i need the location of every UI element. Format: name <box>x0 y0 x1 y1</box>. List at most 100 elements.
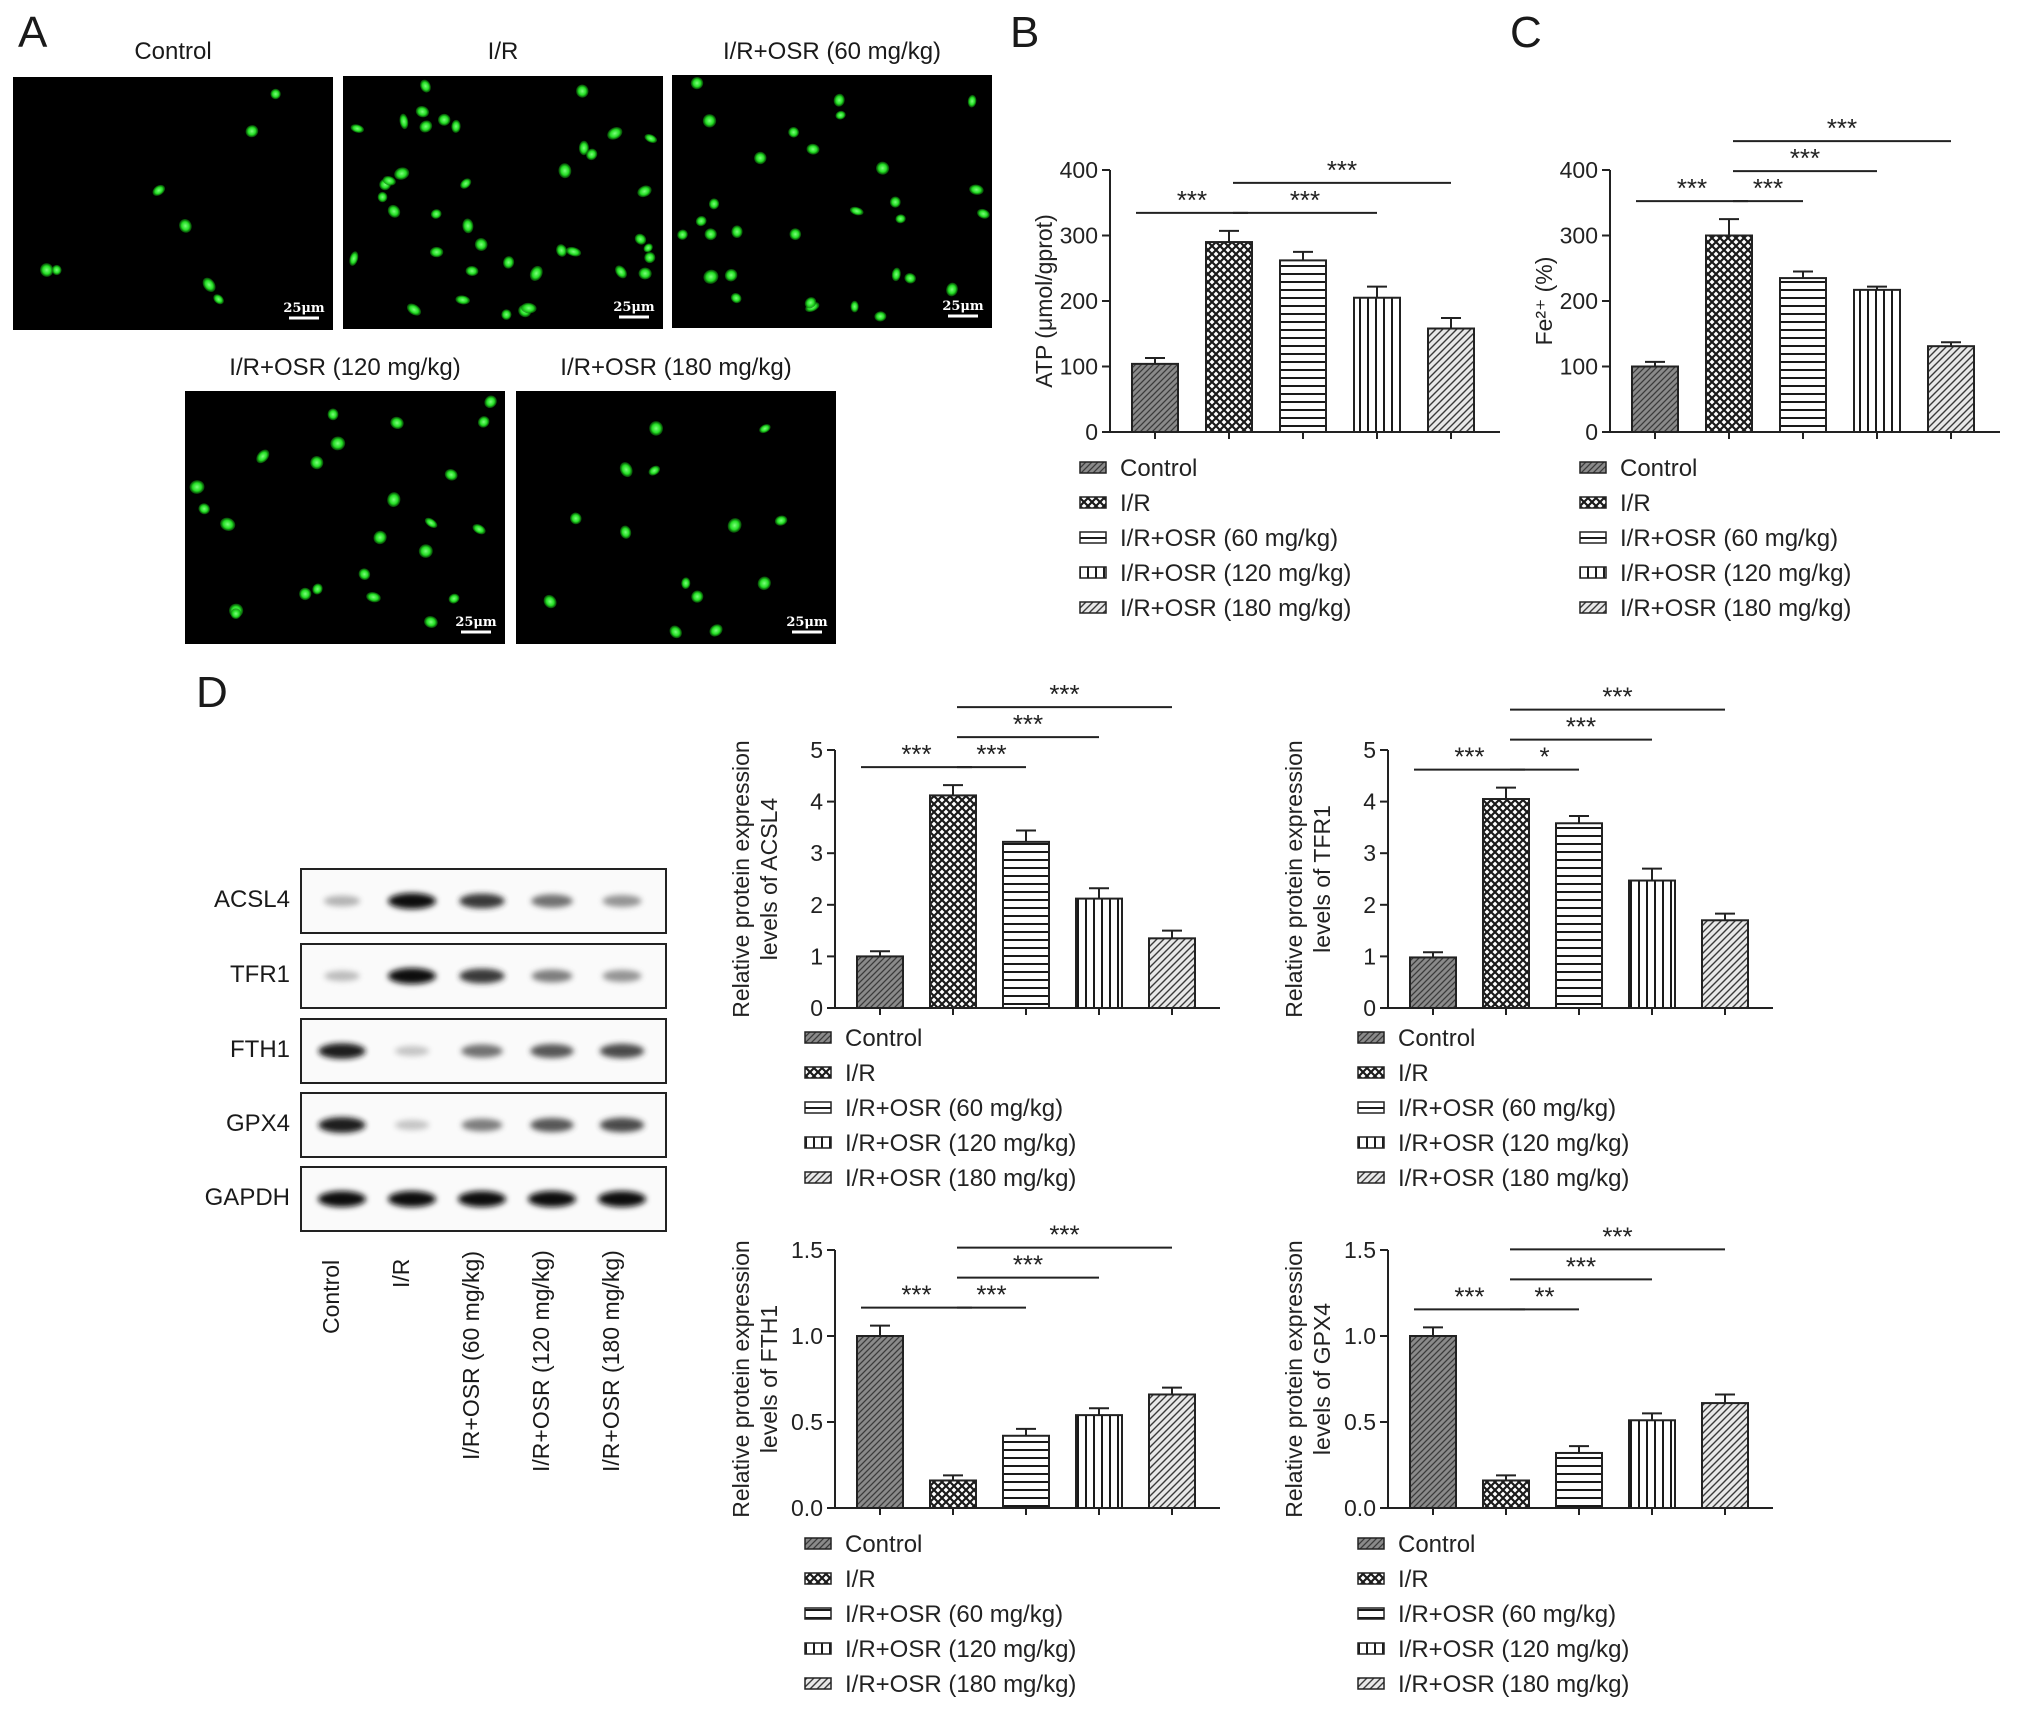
error-bar <box>943 784 963 796</box>
micrograph-osr180: 25μm <box>516 391 836 644</box>
cell-nucleus <box>472 524 486 535</box>
y-tick-label: 2 <box>1363 892 1376 918</box>
cell-nucleus <box>891 267 901 282</box>
legend-swatch <box>804 1642 832 1655</box>
cell-nucleus <box>430 209 442 219</box>
legend-swatch <box>1079 461 1107 474</box>
cell-nucleus <box>415 105 430 118</box>
cell-nucleus <box>382 175 396 186</box>
panel-label-a: A <box>18 8 48 57</box>
legend-swatch <box>1357 1101 1385 1114</box>
y-tick-label: 0 <box>1085 419 1098 445</box>
scale-bar-label: 25μm <box>942 299 984 314</box>
cell-nucleus <box>615 265 627 279</box>
y-tick-label: 3 <box>810 840 823 866</box>
chart-b-atp: 0 100 200 300 400 ATP (μmol/gprot) *** *** *** Co… <box>1020 150 1520 650</box>
cell-nucleus <box>529 265 543 281</box>
cell-nucleus <box>448 593 460 604</box>
blot-band <box>394 1120 430 1130</box>
significance-stars: *** <box>1454 742 1484 772</box>
bar-4 <box>1701 919 1749 1009</box>
significance-stars: ** <box>1534 1281 1554 1311</box>
legend-label: Control <box>1398 1025 1475 1052</box>
bar-3 <box>1628 1419 1676 1509</box>
significance-stars: *** <box>1177 185 1207 215</box>
significance-stars: *** <box>1013 1250 1043 1280</box>
legend-label: Control <box>1398 1531 1475 1558</box>
error-bar <box>1162 1386 1182 1395</box>
blot-strip-acsl4 <box>300 868 667 934</box>
legend-swatch <box>1079 601 1107 614</box>
cell-nucleus <box>220 517 236 531</box>
legend-swatch <box>1357 1031 1385 1044</box>
cell-nucleus <box>789 228 802 241</box>
cell-nucleus <box>967 94 977 108</box>
bar-4 <box>1427 327 1475 433</box>
cell-nucleus <box>833 93 845 107</box>
chart-d-gpx4: 0.0 0.5 1.0 1.5 Relative protein expression l… <box>1281 1221 1803 1710</box>
bar-3 <box>1353 296 1401 433</box>
cell-nucleus <box>387 492 401 508</box>
blot-band <box>602 970 642 982</box>
bar-3 <box>1075 897 1123 1009</box>
cell-nucleus <box>565 246 582 257</box>
legend-swatch <box>1357 1171 1385 1184</box>
cell-nucleus <box>634 233 647 245</box>
cell-nucleus <box>644 133 658 144</box>
blot-label-gpx4: GPX4 <box>225 1110 290 1137</box>
bar-2 <box>1779 277 1827 433</box>
blot-lane-label: Control <box>318 1259 344 1334</box>
cell-nucleus <box>474 238 488 251</box>
y-tick-label: 0 <box>810 995 823 1021</box>
micrograph-osr60: 25μm <box>672 75 992 328</box>
legend-label: I/R <box>845 1566 876 1593</box>
significance-stars: *** <box>1602 682 1632 712</box>
micrograph-osr120: 25μm <box>185 391 505 644</box>
cell-nucleus <box>460 178 472 189</box>
blot-band <box>598 1191 646 1207</box>
cell-nucleus <box>620 525 632 539</box>
blot-band <box>388 893 436 909</box>
bar-0 <box>1409 956 1457 1010</box>
significance-stars: *** <box>1049 679 1079 709</box>
significance-stars: *** <box>1566 712 1596 742</box>
y-tick-label: 300 <box>1560 223 1598 249</box>
cell-nucleus <box>438 113 451 126</box>
cell-nucleus <box>806 143 820 155</box>
cell-nucleus <box>350 124 364 133</box>
blot-band <box>318 1117 366 1133</box>
error-bar <box>1569 1445 1589 1453</box>
significance-stars: *** <box>976 739 1006 769</box>
y-tick-label: 0 <box>1585 419 1598 445</box>
legend-label: I/R <box>1398 1566 1429 1593</box>
cell-nucleus <box>455 295 470 305</box>
cell-nucleus <box>270 88 281 100</box>
y-tick-label: 5 <box>810 737 823 763</box>
legend-swatch <box>1357 1136 1385 1149</box>
legend-swatch <box>804 1136 832 1149</box>
legend-label: I/R+OSR (60 mg/kg) <box>1398 1095 1616 1122</box>
cell-nucleus <box>644 252 656 264</box>
legend-swatch <box>804 1031 832 1044</box>
blot-band <box>318 1191 366 1207</box>
blot-band <box>394 1046 430 1056</box>
significance-stars: *** <box>976 1280 1006 1310</box>
panel-label-d: D <box>196 668 228 717</box>
error-bar <box>1715 912 1735 921</box>
bar-0 <box>856 955 904 1009</box>
cell-nucleus <box>648 465 661 476</box>
cell-nucleus <box>681 577 691 589</box>
chart-d-fth1: 0.0 0.5 1.0 1.5 Relative protein expression l… <box>728 1220 1250 1710</box>
legend-swatch <box>804 1171 832 1184</box>
significance-stars: *** <box>1753 173 1783 203</box>
blot-strip-gapdh <box>300 1166 667 1232</box>
cell-nucleus <box>299 587 312 601</box>
cell-nucleus <box>198 503 210 515</box>
blot-band <box>458 1191 506 1207</box>
legend-swatch <box>1357 1677 1385 1690</box>
blot-band <box>459 893 505 909</box>
cell-nucleus <box>424 616 438 628</box>
y-tick-label: 2 <box>810 892 823 918</box>
significance-stars: *** <box>1566 1251 1596 1281</box>
legend-label: I/R+OSR (120 mg/kg) <box>845 1130 1076 1157</box>
